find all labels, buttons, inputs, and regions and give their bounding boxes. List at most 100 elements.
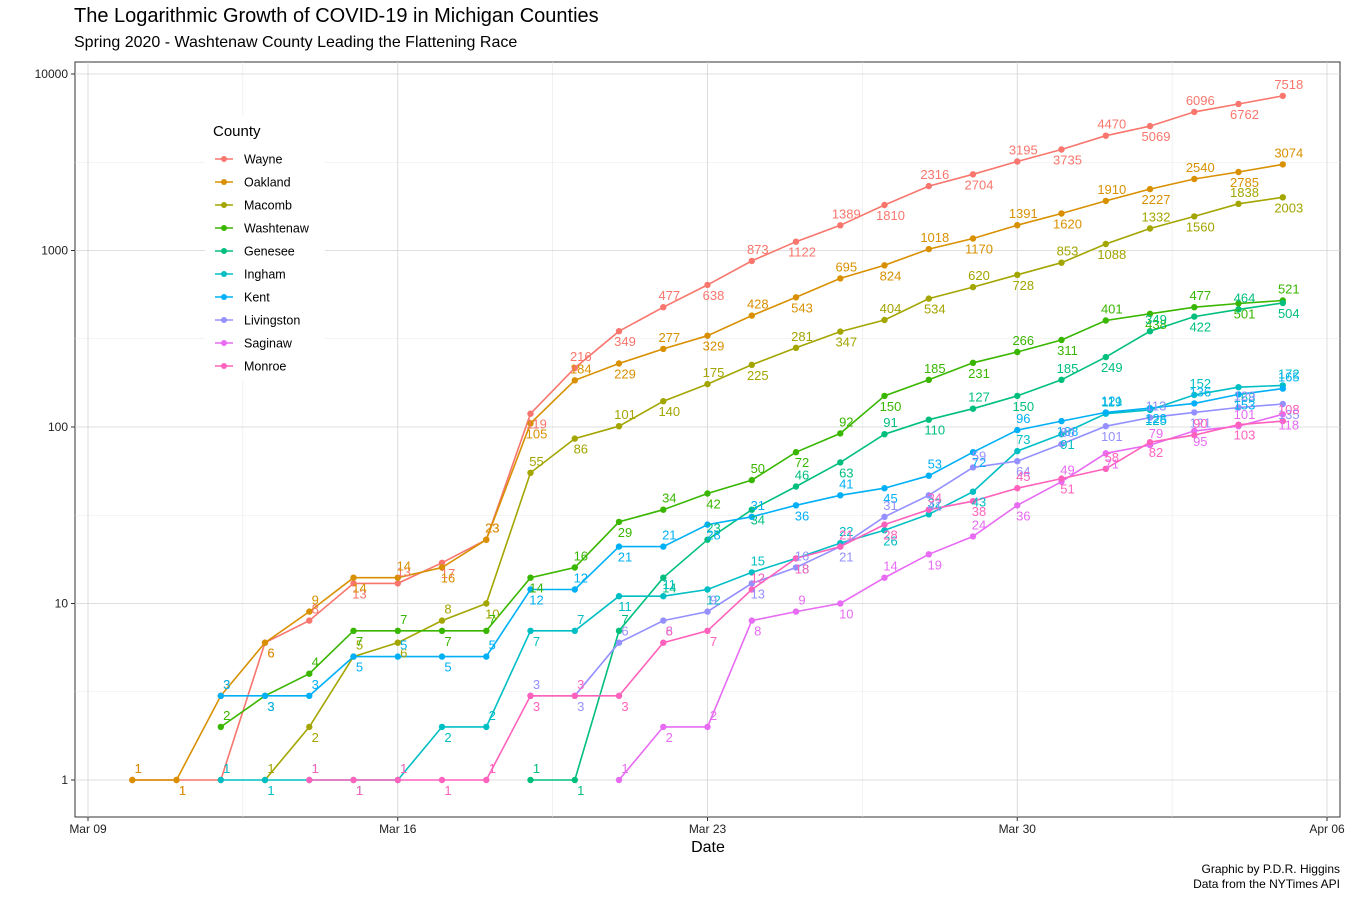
data-label-kent: 136 bbox=[1189, 384, 1211, 399]
data-label-washtenaw: 42 bbox=[706, 497, 720, 512]
point-wayne bbox=[704, 281, 711, 289]
data-label-wayne: 1 bbox=[135, 761, 142, 776]
point-kent bbox=[483, 653, 490, 660]
point-genesee bbox=[571, 776, 578, 784]
point-wayne bbox=[394, 580, 401, 587]
data-label-washtenaw: 521 bbox=[1278, 282, 1300, 297]
data-label-monroe: 3 bbox=[577, 677, 584, 692]
data-label-macomb: 86 bbox=[574, 442, 588, 457]
data-label-kent: 72 bbox=[972, 455, 986, 470]
point-oakland bbox=[1146, 185, 1154, 193]
point-wayne bbox=[748, 257, 755, 265]
point-livingston bbox=[925, 492, 932, 499]
data-label-wayne: 1389 bbox=[832, 206, 861, 221]
data-label-monroe: 45 bbox=[1016, 469, 1030, 484]
data-label-ingham: 2 bbox=[444, 730, 451, 745]
data-label-ingham: 32 bbox=[928, 495, 942, 510]
data-label-ingham: 168 bbox=[1234, 390, 1256, 405]
point-kent bbox=[881, 485, 888, 492]
point-saginaw bbox=[925, 551, 932, 558]
legend-key-point-macomb bbox=[221, 202, 227, 208]
data-label-genesee: 422 bbox=[1189, 320, 1211, 335]
data-label-monroe: 1 bbox=[489, 761, 496, 776]
point-oakland bbox=[350, 574, 357, 581]
legend-label-kent: Kent bbox=[244, 291, 270, 305]
legend-label-genesee: Genesee bbox=[244, 245, 295, 259]
data-label-wayne: 638 bbox=[703, 288, 725, 303]
point-washtenaw bbox=[483, 627, 490, 634]
data-label-kent: 36 bbox=[795, 508, 809, 523]
data-label-washtenaw: 34 bbox=[662, 491, 676, 506]
data-label-livingston: 3 bbox=[577, 699, 584, 714]
data-label-washtenaw: 438 bbox=[1145, 317, 1167, 332]
data-label-monroe: 51 bbox=[1060, 482, 1074, 497]
point-washtenaw bbox=[748, 476, 755, 484]
point-ingham bbox=[438, 723, 446, 731]
data-label-washtenaw: 7 bbox=[444, 634, 451, 649]
data-label-monroe: 108 bbox=[1278, 402, 1300, 417]
point-macomb bbox=[1102, 240, 1110, 248]
data-label-livingston: 13 bbox=[751, 586, 765, 601]
point-wayne bbox=[350, 580, 357, 587]
point-genesee bbox=[1014, 392, 1021, 400]
x-tick-label: Mar 30 bbox=[999, 822, 1037, 836]
point-oakland bbox=[881, 262, 888, 269]
legend-key-point-saginaw bbox=[221, 340, 227, 346]
point-kent bbox=[438, 653, 446, 660]
data-label-wayne: 17 bbox=[441, 566, 455, 581]
point-saginaw bbox=[969, 533, 977, 540]
data-label-ingham: 26 bbox=[883, 533, 897, 548]
data-label-kent: 108 bbox=[1057, 424, 1079, 439]
point-monroe bbox=[1058, 475, 1065, 482]
data-label-genesee: 127 bbox=[968, 390, 990, 405]
data-label-kent: 5 bbox=[444, 660, 451, 675]
point-washtenaw bbox=[394, 627, 401, 634]
data-label-macomb: 1838 bbox=[1230, 185, 1259, 200]
point-oakland bbox=[615, 360, 623, 367]
data-label-oakland: 1620 bbox=[1053, 217, 1082, 232]
point-monroe bbox=[837, 543, 844, 550]
point-washtenaw bbox=[881, 392, 888, 400]
data-label-oakland: 6 bbox=[267, 646, 274, 661]
point-washtenaw bbox=[969, 359, 977, 366]
data-label-saginaw: 10 bbox=[839, 607, 853, 622]
point-washtenaw bbox=[1235, 300, 1242, 307]
data-label-livingston: 59 bbox=[972, 448, 986, 463]
data-label-macomb: 1 bbox=[267, 761, 274, 776]
data-label-kent: 5 bbox=[489, 638, 496, 653]
data-label-oakland: 184 bbox=[570, 361, 592, 376]
point-oakland bbox=[837, 275, 844, 282]
point-livingston bbox=[615, 639, 623, 646]
point-macomb bbox=[527, 469, 534, 476]
data-label-genesee: 63 bbox=[839, 465, 853, 480]
data-label-macomb: 1332 bbox=[1142, 210, 1171, 225]
point-oakland bbox=[1235, 168, 1242, 176]
data-label-kent: 53 bbox=[928, 457, 942, 472]
data-label-macomb: 534 bbox=[924, 302, 946, 317]
data-label-monroe: 82 bbox=[1149, 445, 1163, 460]
y-tick-label: 1000 bbox=[41, 244, 68, 258]
point-macomb bbox=[571, 435, 578, 442]
point-saginaw bbox=[792, 608, 800, 615]
point-macomb bbox=[1279, 194, 1287, 201]
data-label-wayne: 2704 bbox=[965, 177, 994, 192]
point-monroe bbox=[1146, 439, 1154, 446]
point-washtenaw bbox=[571, 564, 578, 571]
legend: County Wayne Oakland Macomb Washtenaw Genese… bbox=[205, 115, 325, 380]
data-label-livingston: 31 bbox=[883, 498, 897, 513]
point-genesee bbox=[837, 459, 844, 466]
point-washtenaw bbox=[217, 723, 224, 731]
point-washtenaw bbox=[704, 490, 711, 497]
point-oakland bbox=[1102, 197, 1110, 205]
data-label-ingham: 1 bbox=[267, 783, 274, 798]
point-livingston bbox=[1102, 423, 1110, 430]
data-label-macomb: 620 bbox=[968, 268, 990, 283]
data-label-oakland: 2227 bbox=[1142, 192, 1171, 207]
data-label-livingston: 16 bbox=[795, 549, 809, 564]
point-washtenaw bbox=[615, 518, 623, 526]
point-oakland bbox=[306, 608, 313, 615]
point-oakland bbox=[925, 245, 932, 253]
data-label-ingham: 15 bbox=[751, 553, 765, 568]
